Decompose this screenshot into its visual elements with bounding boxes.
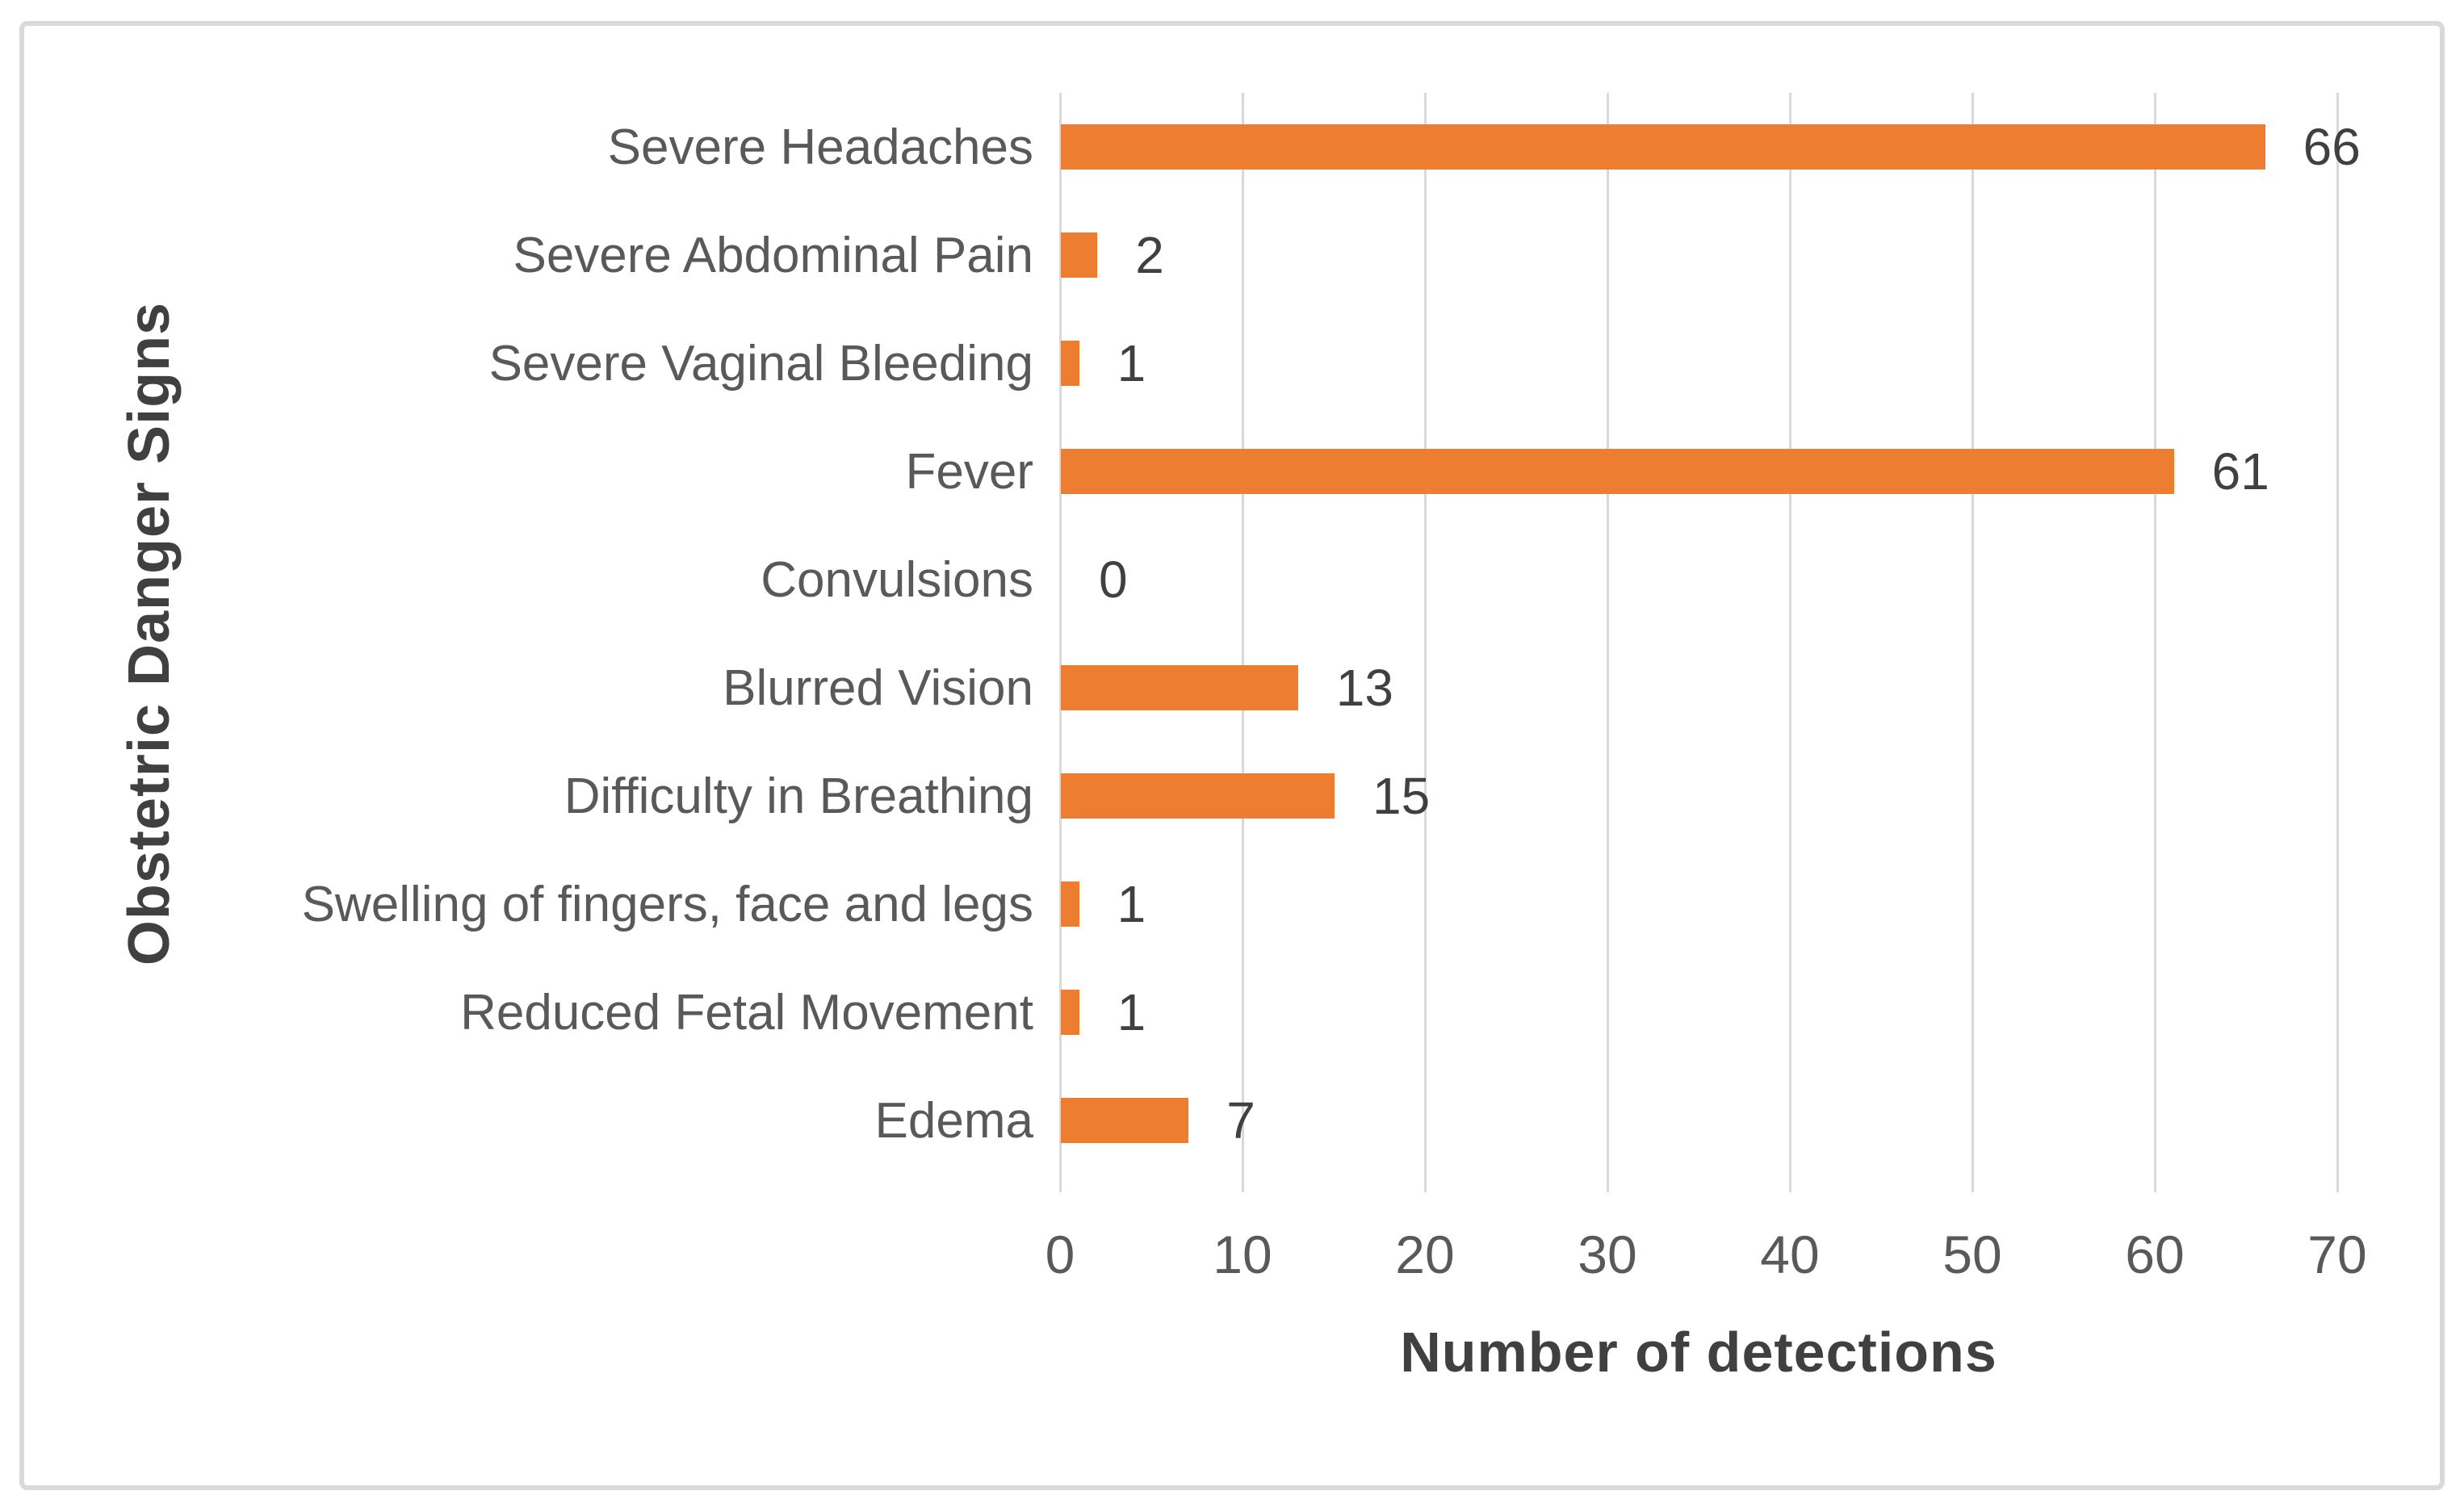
data-label: 7 [1226,1091,1255,1150]
category-label: Fever [905,443,1033,500]
gridline-60 [2154,93,2156,1175]
x-tick-label-50: 50 [1942,1225,2002,1284]
data-label: 13 [1335,659,1393,717]
x-tick-label-0: 0 [1045,1225,1075,1284]
axis-tick-10 [1242,1175,1244,1192]
category-label: Severe Abdominal Pain [513,227,1033,283]
category-label: Difficulty in Breathing [564,768,1033,824]
gridline-50 [1972,93,1974,1175]
axis-tick-30 [1607,1175,1609,1192]
gridline-0 [1059,93,1062,1175]
category-label: Convulsions [761,551,1033,608]
bar [1061,773,1335,819]
bar [1061,1098,1189,1143]
data-label: 66 [2303,118,2361,176]
axis-tick-60 [2154,1175,2156,1192]
bar [1061,449,2174,494]
x-axis-title: Number of detections [1400,1321,1997,1384]
x-tick-label-20: 20 [1395,1225,1455,1284]
category-label: Blurred Vision [723,660,1033,716]
data-label: 1 [1117,334,1146,392]
axis-tick-50 [1972,1175,1974,1192]
bar [1061,124,2265,170]
x-tick-label-70: 70 [2307,1225,2367,1284]
gridline-30 [1607,93,1609,1175]
chart-frame [19,21,2445,1490]
data-label: 2 [1135,226,1164,284]
data-label: 61 [2211,442,2269,500]
gridline-20 [1424,93,1427,1175]
data-label: 0 [1099,551,1128,609]
category-label: Severe Headaches [607,119,1033,175]
bar [1061,882,1079,927]
bar [1061,990,1079,1035]
bar [1061,341,1079,386]
x-tick-label-40: 40 [1760,1225,1820,1284]
x-axis-tick-labels: 0 10 20 30 40 50 60 70 [1046,1224,2367,1296]
bar [1061,232,1098,278]
bar [1061,665,1298,710]
data-label: 1 [1117,983,1146,1041]
category-label: Reduced Fetal Movement [460,984,1033,1041]
gridline-40 [1789,93,1791,1175]
axis-tick-40 [1789,1175,1791,1192]
gridline-70 [2336,93,2339,1175]
category-label: Severe Vaginal Bleeding [488,335,1033,392]
category-axis-labels: Severe Headaches Severe Abdominal Pain Sev… [57,93,1033,1175]
x-tick-label-60: 60 [2125,1225,2185,1284]
plot-area: 66 2 1 61 0 13 15 1 1 7 [1059,93,2361,1192]
category-label: Edema [874,1092,1033,1149]
data-label: 15 [1372,767,1431,825]
axis-tick-70 [2336,1175,2339,1192]
x-tick-label-30: 30 [1578,1225,1637,1284]
data-label: 1 [1117,875,1146,933]
gridline-10 [1242,93,1244,1175]
axis-tick-0 [1059,1175,1062,1192]
axis-tick-20 [1424,1175,1427,1192]
category-label: Swelling of fingers, face and legs [301,876,1033,932]
x-tick-label-10: 10 [1213,1225,1272,1284]
